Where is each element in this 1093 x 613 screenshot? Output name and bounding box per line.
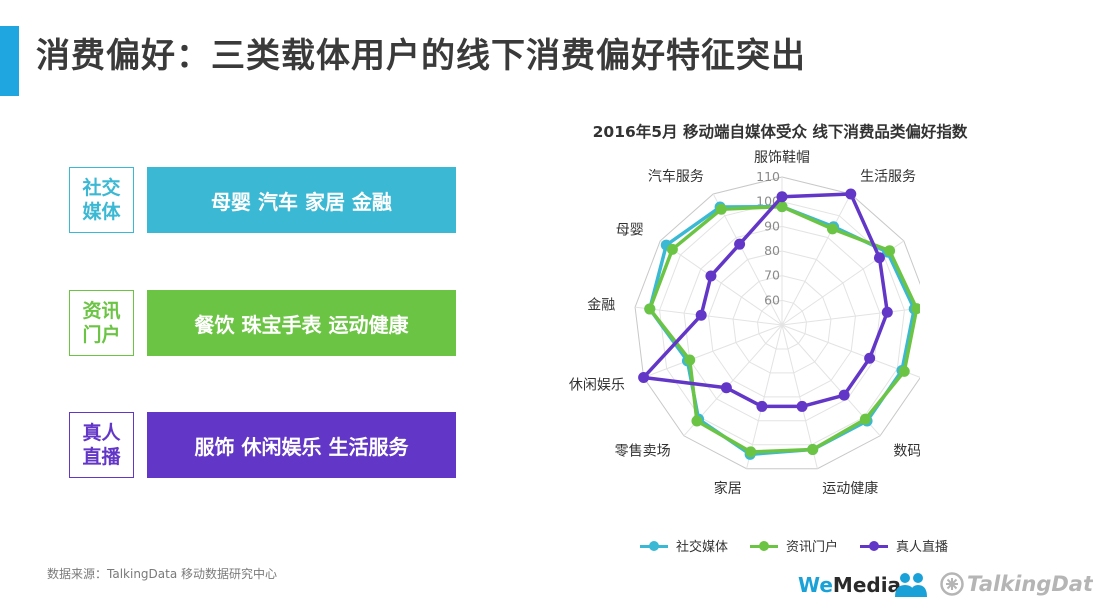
series-point bbox=[796, 400, 808, 412]
legend-item-news-portal: 资讯门户 bbox=[750, 536, 838, 555]
legend-item-social-media: 社交媒体 bbox=[640, 536, 728, 555]
category-label: 汽车服务 bbox=[648, 168, 704, 185]
series-point bbox=[826, 223, 838, 235]
series-point bbox=[705, 270, 717, 282]
grid-ring bbox=[659, 201, 905, 446]
legend-label: 社交媒体 bbox=[676, 540, 729, 555]
row-tag-line: 资讯 bbox=[82, 300, 121, 322]
grid-ring bbox=[757, 299, 807, 350]
series-point bbox=[776, 201, 788, 213]
series-point bbox=[881, 306, 893, 318]
series-point bbox=[859, 413, 871, 425]
legend-marker bbox=[860, 540, 889, 552]
row-news-portal: 资讯 门户 餐饮 珠宝手表 运动健康 bbox=[69, 290, 456, 356]
series-point bbox=[898, 365, 910, 377]
talkingdata-icon bbox=[940, 572, 964, 596]
series-point bbox=[807, 444, 819, 456]
row-tag-line: 直播 bbox=[82, 446, 121, 468]
row-content: 餐饮 珠宝手表 运动健康 bbox=[147, 290, 456, 356]
series-point bbox=[845, 188, 857, 200]
legend-item-live-streaming: 真人直播 bbox=[860, 536, 948, 555]
row-content: 服饰 休闲娱乐 生活服务 bbox=[147, 412, 456, 478]
series-point bbox=[776, 191, 788, 203]
wemedia-logo: WeMedia bbox=[798, 573, 902, 597]
series-point bbox=[638, 371, 650, 383]
series-point bbox=[715, 203, 727, 215]
row-tag: 资讯 门户 bbox=[69, 290, 134, 356]
grid-spoke bbox=[746, 324, 783, 469]
series-point bbox=[644, 303, 656, 315]
grid-spoke bbox=[643, 324, 783, 378]
row-tag: 真人 直播 bbox=[69, 412, 134, 478]
series-point bbox=[720, 382, 732, 394]
page-title: 消费偏好：三类载体用户的线下消费偏好特征突出 bbox=[36, 36, 806, 76]
tick-label: 90 bbox=[764, 218, 780, 233]
data-source: 数据来源：TalkingData 移动数据研究中心 bbox=[47, 567, 278, 581]
radar-chart: 60708090100110服饰鞋帽生活服务餐饮珠宝手表美妆数码运动健康家居零售… bbox=[569, 150, 920, 497]
row-live-streaming: 真人 直播 服饰 休闲娱乐 生活服务 bbox=[69, 412, 456, 478]
legend-label: 资讯门户 bbox=[786, 540, 839, 555]
series-point bbox=[884, 245, 896, 257]
category-label: 休闲娱乐 bbox=[569, 378, 625, 394]
series-point bbox=[684, 354, 696, 366]
grid-spoke bbox=[712, 193, 783, 326]
row-content: 母婴 汽车 家居 金融 bbox=[147, 167, 456, 233]
row-tag-line: 真人 bbox=[82, 422, 121, 444]
row-tag-line: 门户 bbox=[82, 324, 121, 346]
grid-ring bbox=[732, 275, 832, 374]
tick-label: 110 bbox=[756, 169, 780, 184]
title-accent-bar bbox=[0, 26, 19, 96]
grid-ring bbox=[683, 225, 881, 422]
series-point bbox=[911, 303, 920, 315]
series-point bbox=[864, 352, 876, 364]
category-label: 金融 bbox=[587, 298, 615, 314]
series-point bbox=[873, 252, 885, 264]
tick-label: 80 bbox=[764, 243, 780, 258]
tick-label: 70 bbox=[764, 268, 780, 283]
legend-label: 真人直播 bbox=[896, 540, 949, 555]
series-line bbox=[648, 204, 919, 454]
chart-title: 2016年5月 移动端自媒体受众 线下消费品类偏好指数 bbox=[592, 123, 968, 141]
row-social-media: 社交 媒体 母婴 汽车 家居 金融 bbox=[69, 167, 456, 233]
category-label: 生活服务 bbox=[860, 169, 916, 185]
tick-label: 60 bbox=[764, 292, 780, 307]
series-point bbox=[666, 243, 678, 255]
legend-marker bbox=[750, 540, 779, 552]
grid-spoke bbox=[781, 307, 920, 326]
chart-legend: 社交媒体 资讯门户 真人直播 bbox=[640, 536, 970, 555]
series-point bbox=[734, 238, 746, 250]
category-label: 母婴 bbox=[616, 223, 644, 239]
series-point bbox=[745, 446, 757, 458]
category-label: 家居 bbox=[714, 480, 742, 497]
category-label: 数码 bbox=[893, 444, 920, 460]
grid-ring bbox=[708, 250, 856, 398]
series-line bbox=[641, 192, 890, 409]
legend-marker bbox=[640, 540, 668, 552]
category-label: 零售卖场 bbox=[615, 444, 671, 460]
series-point bbox=[756, 400, 768, 412]
people-icon bbox=[895, 573, 927, 597]
row-tag-line: 社交 bbox=[82, 177, 121, 199]
category-label: 运动健康 bbox=[822, 480, 878, 497]
series-point bbox=[695, 309, 707, 321]
series-point bbox=[838, 389, 850, 401]
category-label: 服饰鞋帽 bbox=[754, 150, 810, 166]
row-tag-line: 媒体 bbox=[82, 201, 121, 223]
grid-spoke bbox=[781, 193, 852, 326]
series-point bbox=[691, 415, 703, 427]
grid-spoke bbox=[659, 240, 783, 326]
talkingdata-logo: TalkingData bbox=[940, 572, 1093, 596]
grid-ring bbox=[634, 176, 920, 470]
row-tag: 社交 媒体 bbox=[69, 167, 134, 233]
grid-spoke bbox=[635, 306, 783, 326]
